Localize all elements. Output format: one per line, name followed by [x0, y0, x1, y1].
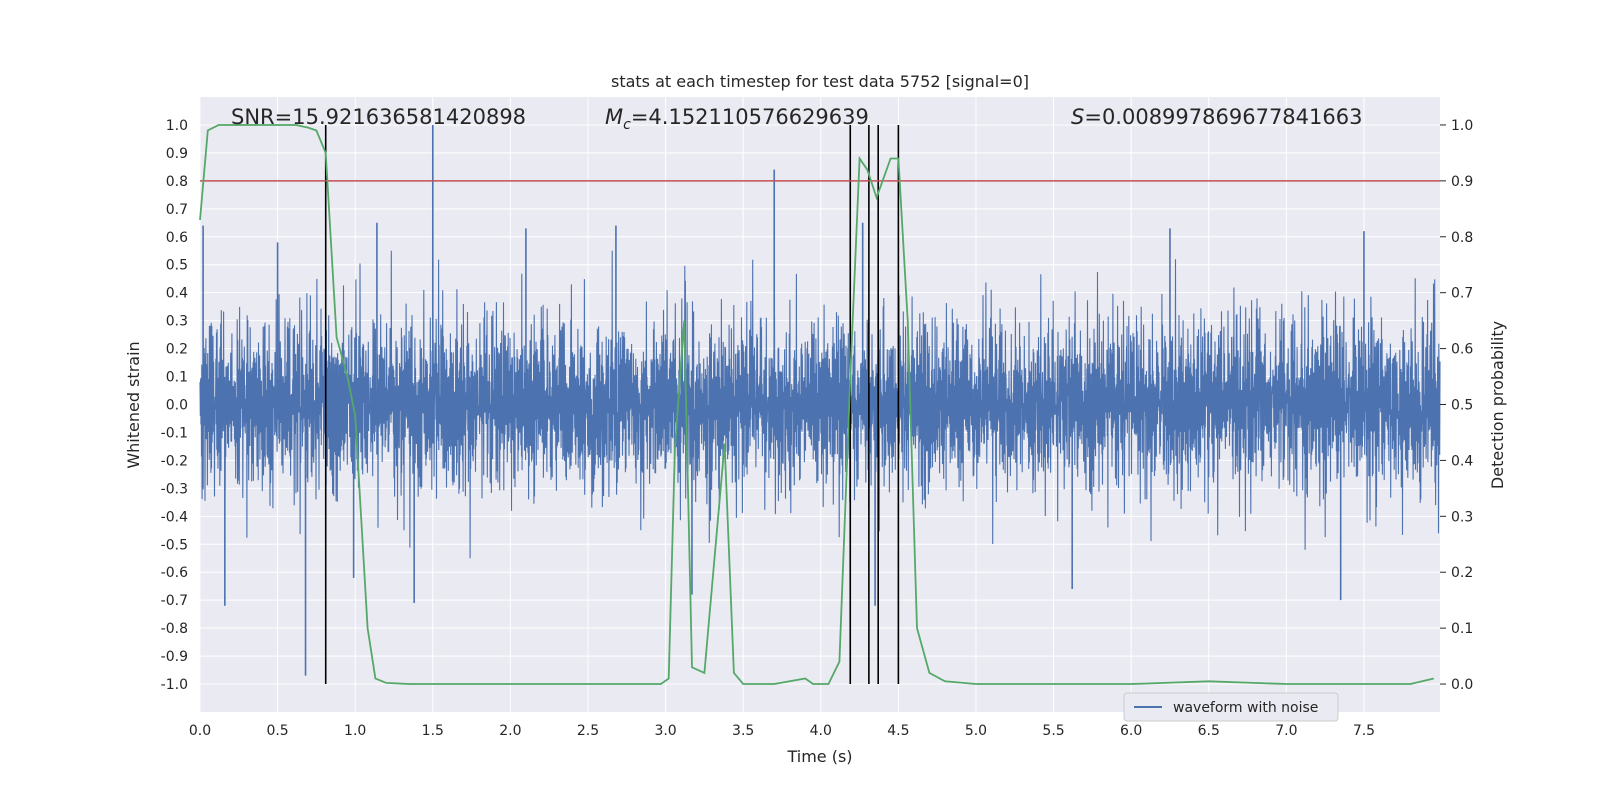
legend-box	[1123, 692, 1339, 722]
x-tick-label: 5.5	[1042, 723, 1064, 739]
x-tick-label: 2.0	[499, 723, 521, 739]
chirp-mass-value: =4.152110576629639	[631, 105, 869, 129]
y-right-tick-label: 0.6	[1451, 342, 1473, 358]
y-right-tick-label: 1.0	[1451, 118, 1473, 134]
y-right-tick-label: 0.8	[1451, 230, 1473, 246]
probability-series	[199, 124, 1435, 685]
y-right-tick-label: 0.4	[1451, 453, 1473, 469]
y-tick-label: -0.3	[161, 481, 188, 497]
y-tick-label: 0.4	[166, 286, 188, 302]
y-right-tick-label: 0.9	[1451, 174, 1473, 190]
x-tick-label: 7.0	[1275, 723, 1297, 739]
y-tick-label: 0.6	[166, 230, 188, 246]
y-tick-label: -0.9	[161, 649, 188, 665]
y-right-tick-label: 0.3	[1451, 509, 1473, 525]
x-tick-label: 6.0	[1120, 723, 1142, 739]
y-right-axis-ticks: 1.0 0.9 0.8 0.7 0.6 0.5 0.4 0.3 0.2 0.1 0.0	[1440, 118, 1473, 693]
x-tick-label: 6.5	[1198, 723, 1220, 739]
y-right-tick-label: 0.5	[1451, 398, 1473, 414]
y-tick-label: -0.5	[161, 537, 188, 553]
s-symbol: S	[1071, 105, 1084, 129]
legend: waveform with noise	[1123, 692, 1339, 722]
chirp-mass-subscript: c	[623, 117, 631, 133]
y-tick-label: -0.4	[161, 509, 188, 525]
y-tick-label: 0.1	[166, 370, 188, 386]
x-tick-label: 1.0	[344, 723, 366, 739]
y-tick-label: -0.8	[161, 621, 188, 637]
y-tick-label: 0.5	[166, 258, 188, 274]
waveform-line	[199, 250, 1441, 559]
x-tick-label: 7.5	[1353, 723, 1375, 739]
x-axis-ticks: 0.0 0.5 1.0 1.5 2.0 2.5 3.0 3.5 4.0 4.5 5.0 5.5 6.0 6…	[189, 723, 1375, 739]
x-tick-label: 0.5	[266, 723, 288, 739]
x-tick-label: 3.0	[654, 723, 676, 739]
y-tick-label: 0.9	[166, 146, 188, 162]
y-tick-label: 0.2	[166, 342, 188, 358]
x-tick-label: 1.5	[422, 723, 444, 739]
y-tick-label: -0.2	[161, 453, 188, 469]
y-right-tick-label: 0.7	[1451, 286, 1473, 302]
y-tick-label: -1.0	[161, 677, 188, 693]
x-tick-label: 0.0	[189, 723, 211, 739]
y-tick-label: 0.0	[166, 398, 188, 414]
x-axis-label: Time (s)	[786, 747, 852, 766]
detection-markers	[324, 124, 900, 685]
y-tick-label: 1.0	[166, 118, 188, 134]
y-axis-label: Whitened strain	[124, 341, 143, 468]
s-annotation: S=0.008997869677841663	[1071, 105, 1362, 129]
chirp-mass-annotation: Mc=4.152110576629639	[605, 105, 869, 133]
probability-line	[199, 124, 1435, 685]
legend-entry-waveform: waveform with noise	[1173, 700, 1318, 716]
y-right-tick-label: 0.0	[1451, 677, 1473, 693]
y-tick-label: 0.7	[166, 202, 188, 218]
y-tick-label: -0.6	[161, 565, 188, 581]
snr-annotation: SNR=15.921636581420898	[231, 105, 526, 129]
y-right-tick-label: 0.2	[1451, 565, 1473, 581]
y-tick-label: 0.3	[166, 314, 188, 330]
x-tick-label: 3.5	[732, 723, 754, 739]
x-tick-label: 4.5	[887, 723, 909, 739]
waveform-series	[199, 124, 1441, 676]
chirp-mass-symbol: M	[605, 105, 623, 129]
y-tick-label: -0.7	[161, 593, 188, 609]
x-tick-label: 5.0	[965, 723, 987, 739]
s-value: =0.008997869677841663	[1084, 105, 1362, 129]
y-tick-label: 0.8	[166, 174, 188, 190]
x-tick-label: 2.5	[577, 723, 599, 739]
y-axis-ticks: 1.0 0.9 0.8 0.7 0.6 0.5 0.4 0.3 0.2 0.1 0.0 -0.1 -0.…	[161, 118, 188, 693]
y-right-axis-label: Detection probability	[1488, 321, 1507, 489]
y-tick-label: -0.1	[161, 425, 188, 441]
chart-title: stats at each timestep for test data 575…	[611, 72, 1029, 91]
x-tick-label: 4.0	[810, 723, 832, 739]
y-right-tick-label: 0.1	[1451, 621, 1473, 637]
